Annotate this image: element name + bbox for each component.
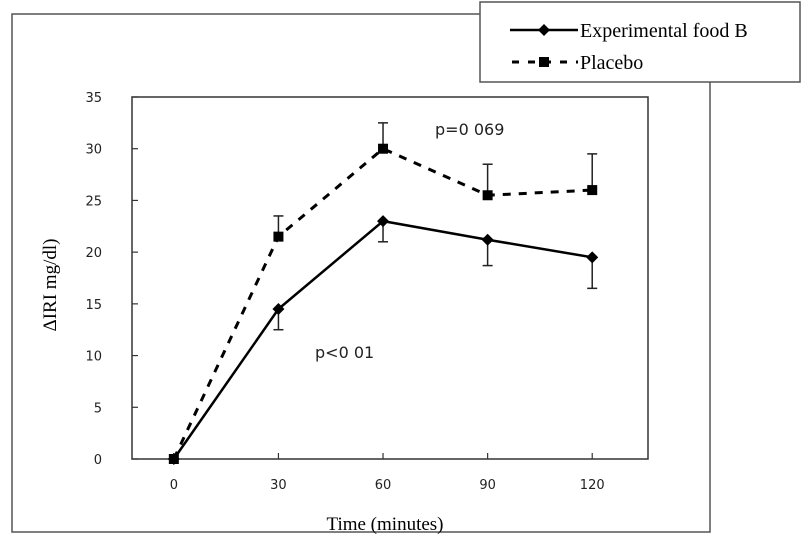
data-point-diamond [272,303,285,316]
y-axis-label: ΔIRI mg/dl) [40,239,61,332]
series-line-0 [172,219,593,460]
data-point-diamond [586,251,599,264]
data-point-diamond [481,233,494,246]
legend-label-experimental: Experimental food B [580,20,748,42]
x-tick-label: 60 [375,478,392,493]
legend-box [479,1,801,83]
x-tick-label: 0 [170,478,178,493]
x-axis-label: Time (minutes) [327,514,444,535]
data-point-square [587,185,598,196]
x-tick-label: 90 [479,478,496,493]
outer-frame [11,13,711,533]
data-point-square [168,454,179,464]
y-tick-label: 5 [94,401,102,416]
y-tick-label: 30 [85,143,102,158]
y-tick-label: 15 [85,298,102,313]
y-tick-label: 35 [85,91,102,106]
data-point-square [378,143,389,154]
series-line-1 [172,146,593,460]
data-point-diamond [377,215,390,228]
data-point-square [273,231,284,242]
legend-marker-square [539,57,549,67]
y-tick-label: 0 [94,453,102,468]
x-tick-label: 30 [270,478,287,493]
y-tick-label: 20 [85,246,102,261]
plot-frame [131,96,649,460]
y-tick-label: 25 [85,194,102,209]
legend-marker-diamond [538,24,550,36]
annotation-p-001: p<0 01 [315,343,374,362]
data-point-square [482,190,493,201]
x-tick-label: 120 [580,478,605,493]
annotation-p-069: p=0 069 [435,120,504,139]
y-tick-label: 10 [85,350,102,365]
legend-label-placebo: Placebo [580,52,643,74]
